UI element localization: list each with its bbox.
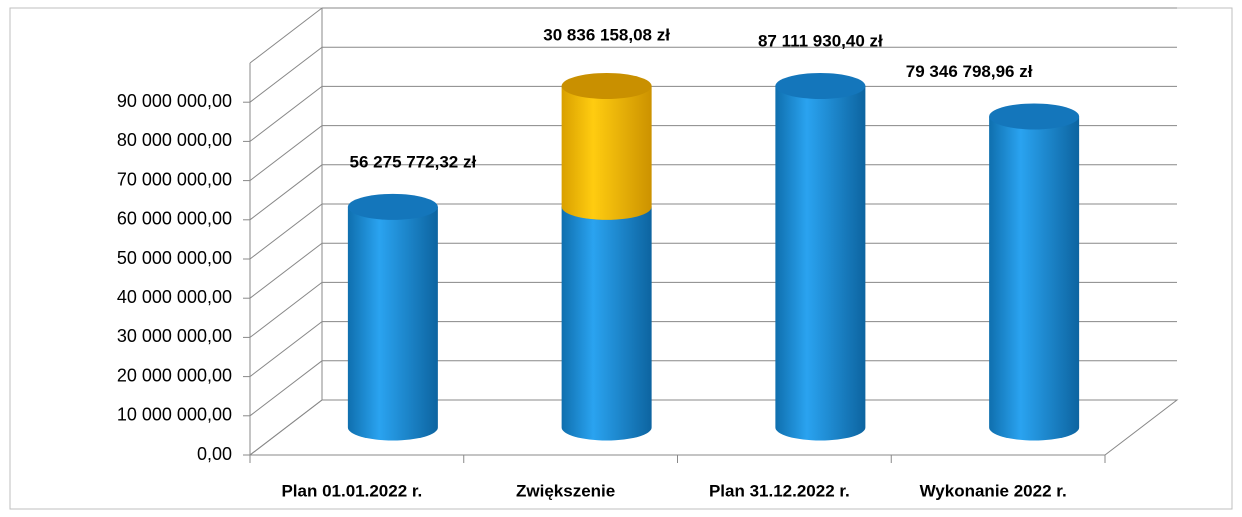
grid-line bbox=[249, 321, 1177, 377]
y-tick-label: 30 000 000,00 bbox=[117, 326, 232, 346]
cylinder-body bbox=[561, 86, 652, 220]
grid-line bbox=[249, 242, 1177, 299]
y-tick-label: 60 000 000,00 bbox=[117, 209, 232, 229]
value-label: 30 836 158,08 zł bbox=[543, 26, 670, 45]
side-wall-top bbox=[249, 7, 323, 64]
y-tick-label: 50 000 000,00 bbox=[117, 248, 232, 268]
cylinder bbox=[347, 193, 438, 441]
cylinder bbox=[561, 73, 652, 220]
cylinder-top bbox=[775, 73, 866, 100]
cylinder-body bbox=[347, 206, 438, 441]
y-tick-label: 70 000 000,00 bbox=[117, 169, 232, 189]
y-tick-label: 90 000 000,00 bbox=[117, 91, 232, 111]
y-tick-label: 10 000 000,00 bbox=[117, 405, 232, 425]
value-label: 87 111 930,40 zł bbox=[758, 32, 883, 51]
y-tick-label: 40 000 000,00 bbox=[117, 287, 232, 307]
cylinder-top bbox=[347, 193, 438, 220]
value-label: 56 275 772,32 zł bbox=[350, 152, 477, 171]
grid-line bbox=[249, 125, 1177, 181]
cylinder-body bbox=[561, 206, 652, 441]
grid-line bbox=[249, 360, 1177, 417]
x-tick-label: Plan 01.01.2022 r. bbox=[281, 481, 422, 500]
cylinder bbox=[561, 193, 652, 441]
y-tick-label: 0,00 bbox=[197, 444, 232, 464]
x-tick-label: Wykonanie 2022 r. bbox=[920, 481, 1067, 500]
grid-line bbox=[249, 85, 1177, 142]
cylinder-top bbox=[561, 73, 652, 100]
x-tick-label: Plan 31.12.2022 r. bbox=[709, 481, 850, 500]
grid-line bbox=[249, 46, 1177, 103]
cylinder bbox=[775, 73, 866, 441]
x-tick-label: Zwiększenie bbox=[516, 481, 615, 500]
grid-line bbox=[249, 203, 1177, 260]
cylinder-body bbox=[775, 86, 866, 441]
y-tick-label: 80 000 000,00 bbox=[117, 130, 232, 150]
grid-line bbox=[249, 399, 1177, 456]
value-label: 79 346 798,96 zł bbox=[906, 62, 1033, 81]
y-tick-label: 20 000 000,00 bbox=[117, 365, 232, 385]
grid-line bbox=[249, 164, 1177, 221]
grid-line bbox=[249, 281, 1177, 338]
cylinder-top bbox=[989, 103, 1080, 130]
cylinder bbox=[989, 103, 1080, 441]
cylinder-body bbox=[989, 116, 1080, 441]
